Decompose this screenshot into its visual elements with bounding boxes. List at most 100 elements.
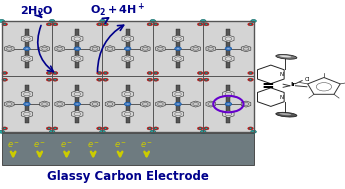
Circle shape xyxy=(248,23,253,26)
Circle shape xyxy=(24,102,30,106)
Text: $e^-$: $e^-$ xyxy=(87,140,100,150)
Circle shape xyxy=(200,19,206,22)
Text: $e^-$: $e^-$ xyxy=(114,140,127,150)
Circle shape xyxy=(227,103,230,105)
Circle shape xyxy=(54,24,56,25)
Circle shape xyxy=(2,78,8,81)
Polygon shape xyxy=(191,46,200,52)
Circle shape xyxy=(150,130,156,133)
Circle shape xyxy=(197,78,203,81)
Circle shape xyxy=(48,79,50,80)
Circle shape xyxy=(147,78,152,81)
Circle shape xyxy=(74,47,80,50)
Circle shape xyxy=(46,71,52,74)
Circle shape xyxy=(205,128,207,129)
Circle shape xyxy=(52,71,58,74)
Circle shape xyxy=(199,79,201,80)
Circle shape xyxy=(104,128,107,129)
Polygon shape xyxy=(206,46,216,52)
Circle shape xyxy=(197,71,203,74)
Text: =: = xyxy=(261,78,274,93)
Bar xyxy=(226,85,230,123)
Circle shape xyxy=(126,48,129,50)
Circle shape xyxy=(251,19,256,22)
Circle shape xyxy=(2,127,8,130)
Circle shape xyxy=(24,47,30,50)
Polygon shape xyxy=(72,35,83,42)
Circle shape xyxy=(49,130,55,133)
Polygon shape xyxy=(156,101,165,107)
Circle shape xyxy=(204,127,209,130)
Circle shape xyxy=(48,72,50,74)
Circle shape xyxy=(175,102,181,106)
Circle shape xyxy=(126,103,129,105)
Circle shape xyxy=(3,79,6,80)
Circle shape xyxy=(3,128,6,129)
Polygon shape xyxy=(156,46,165,52)
Polygon shape xyxy=(223,91,234,98)
Polygon shape xyxy=(4,46,14,52)
Polygon shape xyxy=(90,101,100,107)
Circle shape xyxy=(104,79,107,80)
Polygon shape xyxy=(223,35,234,42)
Circle shape xyxy=(98,128,101,129)
Text: Glassy Carbon Electrode: Glassy Carbon Electrode xyxy=(47,170,209,183)
Circle shape xyxy=(205,79,207,80)
Polygon shape xyxy=(241,46,251,52)
Circle shape xyxy=(153,127,159,130)
Polygon shape xyxy=(55,46,65,52)
Circle shape xyxy=(98,24,101,25)
Circle shape xyxy=(98,79,101,80)
Circle shape xyxy=(149,128,151,129)
Circle shape xyxy=(46,127,52,130)
Text: N: N xyxy=(279,95,283,100)
Circle shape xyxy=(97,78,102,81)
Text: $\mathbf{O_2+4H^+}$: $\mathbf{O_2+4H^+}$ xyxy=(90,2,145,19)
Circle shape xyxy=(147,127,152,130)
Polygon shape xyxy=(90,46,100,52)
Polygon shape xyxy=(223,55,234,62)
Bar xyxy=(176,85,180,123)
Circle shape xyxy=(52,78,58,81)
Polygon shape xyxy=(21,55,32,62)
Circle shape xyxy=(104,24,107,25)
Text: Cl: Cl xyxy=(304,77,309,82)
Polygon shape xyxy=(105,46,115,52)
Circle shape xyxy=(54,72,56,74)
Circle shape xyxy=(153,78,159,81)
Polygon shape xyxy=(122,55,133,62)
Bar xyxy=(75,29,79,68)
Circle shape xyxy=(150,19,156,22)
Circle shape xyxy=(199,24,201,25)
Text: $\mathbf{2H_2O}$: $\mathbf{2H_2O}$ xyxy=(20,4,54,18)
Text: $e^-$: $e^-$ xyxy=(140,140,153,150)
Circle shape xyxy=(0,19,4,22)
Polygon shape xyxy=(72,110,83,118)
Circle shape xyxy=(48,24,50,25)
Circle shape xyxy=(52,23,58,26)
Circle shape xyxy=(104,72,107,74)
Polygon shape xyxy=(21,110,32,118)
Circle shape xyxy=(155,24,157,25)
Circle shape xyxy=(25,103,29,105)
Polygon shape xyxy=(40,46,49,52)
Bar xyxy=(25,85,29,123)
Circle shape xyxy=(100,130,105,133)
Circle shape xyxy=(2,23,8,26)
Circle shape xyxy=(197,127,203,130)
Circle shape xyxy=(153,71,159,74)
Polygon shape xyxy=(21,35,32,42)
Circle shape xyxy=(225,102,231,106)
Circle shape xyxy=(97,71,102,74)
Circle shape xyxy=(149,72,151,74)
Ellipse shape xyxy=(276,54,297,59)
Text: Ir: Ir xyxy=(290,82,295,87)
Polygon shape xyxy=(241,101,251,107)
Circle shape xyxy=(227,48,230,50)
Circle shape xyxy=(248,78,253,81)
Circle shape xyxy=(48,128,50,129)
Circle shape xyxy=(74,102,80,106)
Circle shape xyxy=(149,24,151,25)
Circle shape xyxy=(97,127,102,130)
Bar xyxy=(2,21,254,132)
